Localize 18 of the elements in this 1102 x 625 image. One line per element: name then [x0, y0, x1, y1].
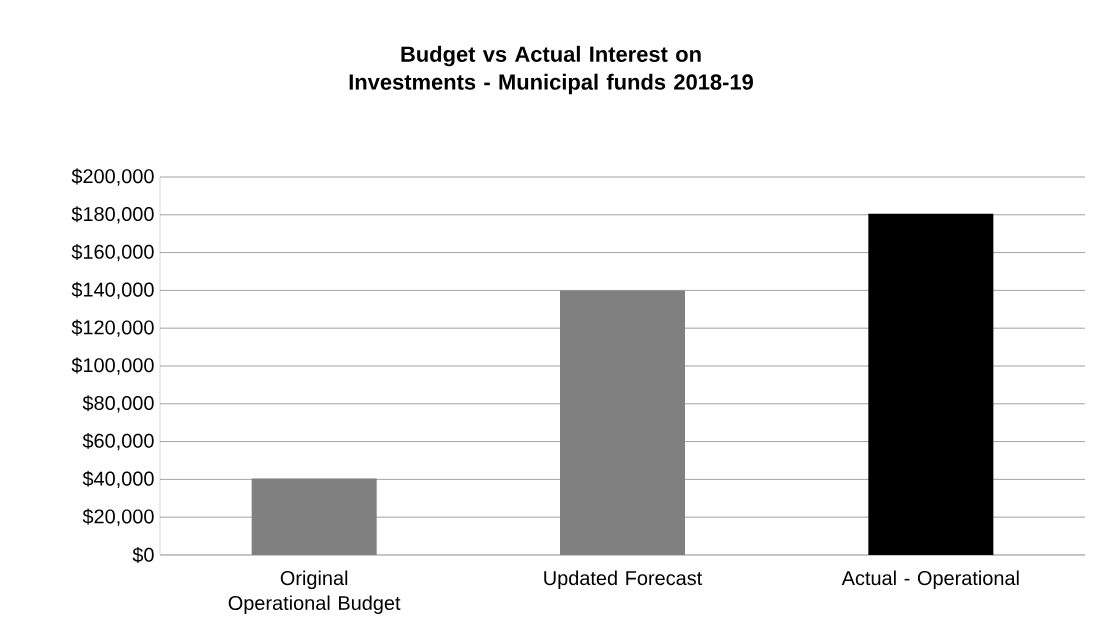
bar: [251, 478, 377, 555]
x-tick-label: Updated Forecast: [544, 570, 703, 590]
y-tick-label: $140,000: [71, 281, 154, 300]
x-tick-label: Original Operational Budget: [228, 570, 401, 614]
y-tick-label: $120,000: [71, 319, 154, 337]
bar: [560, 290, 686, 555]
y-tick-label: $180,000: [71, 206, 154, 224]
y-tick-label: $0: [132, 546, 154, 564]
y-tick-label: $200,000: [71, 168, 154, 186]
y-tick-label: $60,000: [82, 432, 154, 451]
y-tick-label: $100,000: [71, 357, 154, 375]
y-tick-label: $20,000: [82, 508, 154, 526]
bar: [868, 213, 994, 555]
x-tick-label: Actual - Operational: [841, 570, 1019, 590]
y-tick-label: $40,000: [82, 470, 154, 489]
y-tick-label: $160,000: [71, 243, 154, 262]
y-tick-label: $80,000: [82, 395, 154, 413]
chart-title: Budget vs Actual Interest on Investments - Municipal funds 2018-19: [349, 45, 753, 95]
